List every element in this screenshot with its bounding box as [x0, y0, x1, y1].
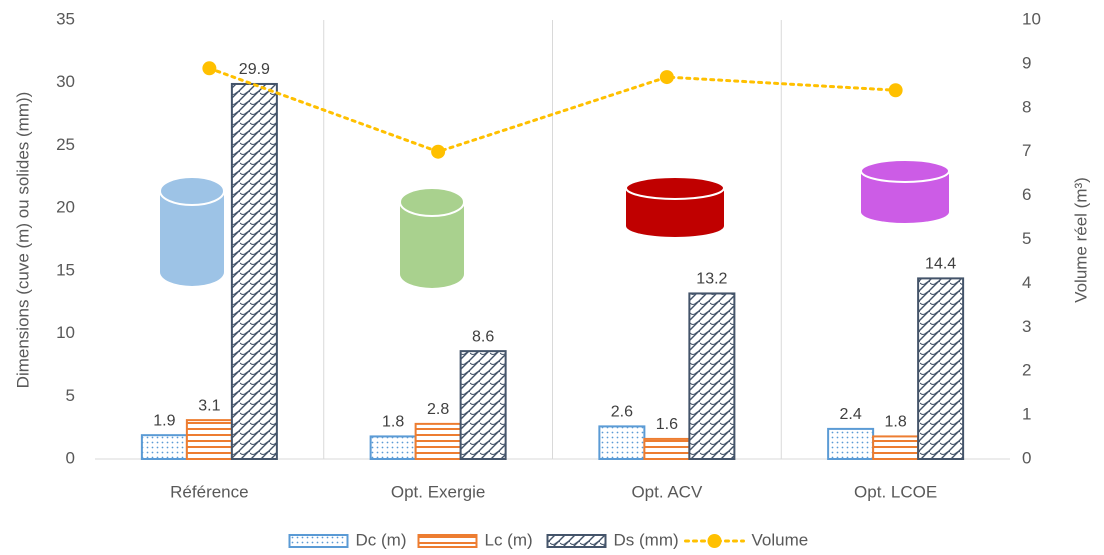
y-tick-label: 30 — [56, 72, 75, 91]
legend-item: Lc (m) — [417, 530, 533, 549]
volume-line — [207, 66, 898, 154]
y-tick-label: 10 — [56, 323, 75, 342]
legend-item: Dc (m) — [288, 530, 407, 549]
data-label: 2.6 — [611, 404, 633, 421]
y2-tick-label: 3 — [1022, 317, 1031, 336]
x-tick-label: Opt. Exergie — [391, 482, 486, 501]
bar — [414, 422, 462, 461]
y2-tick-label: 4 — [1022, 273, 1031, 292]
legend-item: Ds (mm) — [546, 530, 679, 549]
y-tick-label: 0 — [66, 448, 75, 467]
volume-marker — [431, 144, 446, 159]
legend-swatch — [288, 534, 349, 548]
volume-marker — [202, 61, 217, 76]
legend-label: Lc (m) — [485, 530, 533, 549]
legend-swatch — [546, 534, 607, 548]
data-label: 29.9 — [239, 61, 270, 78]
y-tick-label: 15 — [56, 260, 75, 279]
bar — [369, 435, 417, 460]
data-label: 1.9 — [153, 412, 175, 429]
bar — [230, 82, 278, 461]
y-tick-label: 35 — [56, 9, 75, 28]
bar — [827, 427, 875, 461]
data-label: 3.1 — [198, 397, 220, 414]
y2-axis-title: Volume réel (m³) — [1071, 177, 1090, 303]
legend-swatch-marker — [707, 534, 722, 548]
x-tick-label: Opt. LCOE — [854, 482, 937, 501]
y2-tick-label: 5 — [1022, 229, 1031, 248]
data-label: 1.6 — [656, 416, 678, 433]
y2-tick-label: 10 — [1022, 9, 1041, 28]
bar — [872, 435, 920, 460]
bar — [917, 277, 965, 460]
y-tick-label: 5 — [66, 386, 75, 405]
bar — [688, 292, 736, 461]
x-tick-label: Référence — [170, 482, 248, 501]
y2-tick-label: 6 — [1022, 185, 1031, 204]
data-label: 13.2 — [696, 271, 727, 288]
bar — [185, 419, 233, 461]
y-axis-title: Dimensions (cuve (m) ou solides (mm)) — [13, 92, 32, 389]
y-tick-label: 20 — [56, 198, 75, 217]
legend-label: Ds (mm) — [614, 530, 679, 549]
data-label: 1.8 — [885, 414, 907, 431]
y2-tick-label: 7 — [1022, 141, 1031, 160]
y2-tick-label: 1 — [1022, 405, 1031, 424]
bar — [459, 350, 507, 461]
data-label: 14.4 — [925, 256, 956, 273]
data-label: 2.8 — [427, 401, 449, 418]
x-tick-label: Opt. ACV — [631, 482, 703, 501]
legend-label: Dc (m) — [356, 530, 407, 549]
legend-item: Volume — [684, 530, 809, 549]
bar — [643, 437, 691, 460]
y2-tick-label: 0 — [1022, 448, 1031, 467]
bar — [140, 434, 188, 461]
cylinder-icons — [159, 159, 950, 288]
y2-tick-label: 2 — [1022, 361, 1031, 380]
data-label: 8.6 — [472, 328, 494, 345]
volume-marker — [888, 83, 903, 98]
bar — [598, 425, 646, 461]
data-label: 2.4 — [840, 406, 862, 423]
y2-tick-label: 8 — [1022, 97, 1031, 116]
legend-label: Volume — [752, 530, 809, 549]
y2-tick-label: 9 — [1022, 53, 1031, 72]
legend-swatch — [417, 534, 478, 548]
y-tick-label: 25 — [56, 135, 75, 154]
volume-marker — [659, 70, 674, 85]
data-label: 1.8 — [382, 414, 404, 431]
